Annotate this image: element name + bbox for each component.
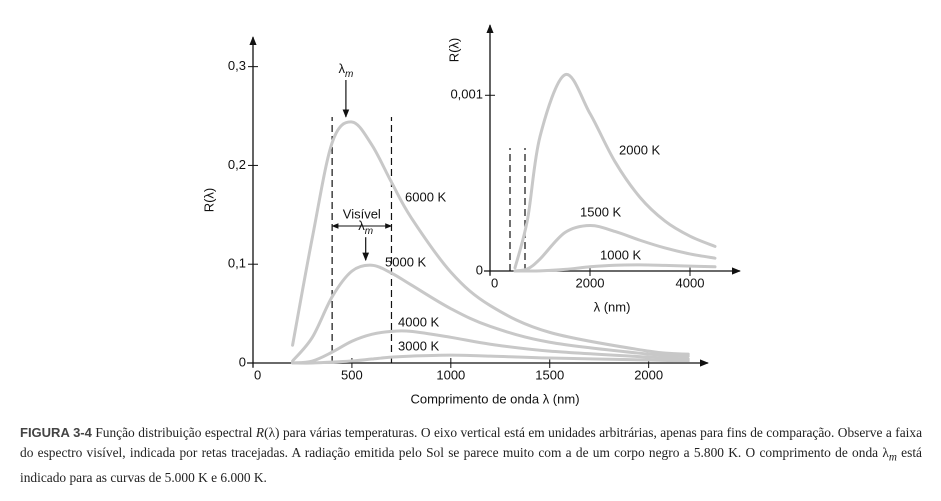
- series-label: 5000 K: [385, 254, 427, 269]
- caption-text: está indicado para as curvas de 5.000 K …: [20, 445, 922, 485]
- y-tick-label: 0,3: [228, 58, 246, 73]
- x-axis-label: λ (nm): [594, 299, 631, 314]
- y-tick-label: 0: [239, 354, 246, 369]
- y-axis-label: R(λ): [201, 188, 216, 213]
- series-label: 4000 K: [398, 314, 440, 329]
- peak-subscript: m: [345, 69, 353, 80]
- x-tick-label: 0: [254, 367, 261, 382]
- curve: [291, 353, 690, 365]
- series-label: 2000 K: [619, 142, 661, 157]
- x-tick-label: 2000: [576, 275, 605, 290]
- x-tick-label: 500: [341, 367, 363, 382]
- y-tick-label: 0,1: [228, 256, 246, 271]
- curve: [291, 329, 690, 365]
- peak-label: λm: [358, 219, 373, 237]
- x-tick-label: 1500: [535, 367, 564, 382]
- x-axis-label: Comprimento de onda λ (nm): [410, 391, 579, 406]
- peak-symbol: λ: [338, 61, 345, 76]
- y-axis-label: R(λ): [446, 38, 461, 63]
- series-label: 1500 K: [580, 204, 622, 219]
- curve: [513, 73, 717, 270]
- y-tick-label: 0: [476, 262, 483, 277]
- x-tick-label: 4000: [676, 275, 705, 290]
- caption-text: Função distribuição espectral: [95, 425, 256, 440]
- series-label: 3000 K: [398, 338, 440, 353]
- x-tick-label: 0: [491, 275, 498, 290]
- caption-text: (λ) para várias temperaturas. O eixo ver…: [20, 425, 923, 460]
- peak-symbol: λ: [358, 219, 365, 234]
- curve: [513, 223, 717, 273]
- y-tick-label: 0,2: [228, 157, 246, 172]
- visible-label: Visível: [343, 206, 381, 221]
- caption: FIGURA 3-4 Função distribuição espectral…: [20, 423, 922, 488]
- series-label: 6000 K: [405, 189, 447, 204]
- caption-label: FIGURA 3-4: [20, 425, 92, 440]
- x-tick-label: 1000: [436, 367, 465, 382]
- x-tick-label: 2000: [634, 367, 663, 382]
- series-label: 1000 K: [600, 247, 642, 262]
- peak-subscript: m: [365, 226, 373, 237]
- caption-text: m: [888, 451, 897, 464]
- caption-text: R: [255, 425, 265, 440]
- curve: [291, 120, 690, 356]
- peak-label: λm: [338, 61, 353, 79]
- curve: [291, 263, 690, 363]
- curve: [513, 263, 717, 273]
- figure: 0 500 1000 1500 2000 0 0,1 0,2 0,3 R(λ) Compriment…: [201, 24, 741, 406]
- y-tick-label: 0,001: [450, 87, 483, 102]
